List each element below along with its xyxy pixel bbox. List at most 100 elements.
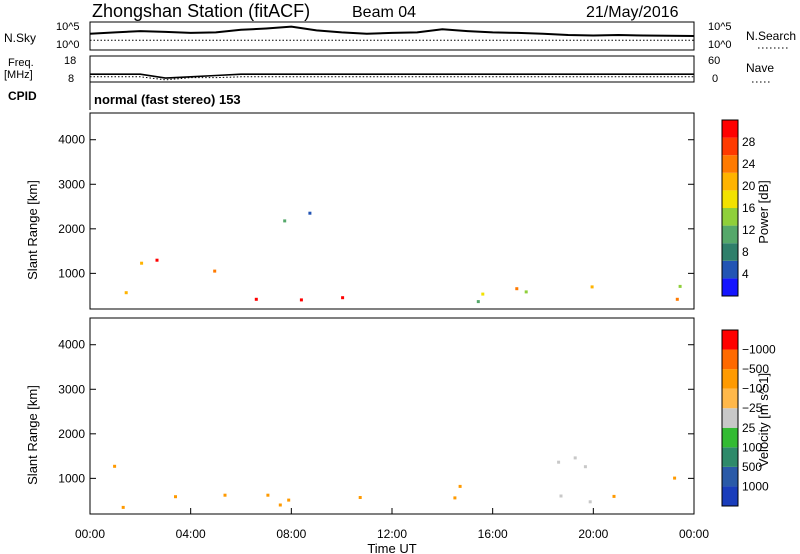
scatter-cell <box>559 494 563 498</box>
power-cbar-tick-label: 8 <box>742 245 749 259</box>
scatter-cell <box>453 496 457 500</box>
velocity-cbar-swatch <box>722 447 738 467</box>
nave-label: Nave <box>746 61 774 75</box>
power-cbar-tick-label: 28 <box>742 135 756 149</box>
freq-unit: [MHz] <box>4 69 33 81</box>
power-cbar-swatch <box>722 243 738 261</box>
scatter-cell <box>675 297 679 301</box>
velocity-y-label: Slant Range [km] <box>25 385 40 485</box>
velocity-cbar-tick-label: −100 <box>742 382 769 396</box>
scatter-cell <box>124 291 128 295</box>
nsky-line <box>89 25 695 38</box>
power-y-ticks: 1000 2000 3000 4000 <box>58 133 694 280</box>
freq-label: Freq. <box>8 57 34 69</box>
power-cbar-swatch <box>722 278 738 296</box>
x-tick-label: 20:00 <box>578 527 608 541</box>
freq-line <box>90 73 694 79</box>
velocity-cbar-frame <box>721 329 739 507</box>
power-cbar-swatch <box>722 120 738 138</box>
x-axis-label: Time UT <box>367 541 416 554</box>
scatter-cell <box>341 296 345 300</box>
scatter-cell <box>121 505 125 509</box>
beam-label: Beam 04 <box>352 4 416 21</box>
nave-line <box>90 76 694 81</box>
velocity-cbar-swatch <box>722 369 738 389</box>
x-tick-label: 00:00 <box>679 527 709 541</box>
scatter-cell <box>524 290 528 294</box>
scatter-cell <box>113 464 117 468</box>
scatter-cell <box>278 503 282 507</box>
velocity-cbar-swatch <box>722 388 738 409</box>
scatter-cell <box>573 456 577 460</box>
power-cbar-tick-label: 20 <box>742 179 756 193</box>
scatter-cell <box>678 284 682 288</box>
velocity-cbar-tick-label: 25 <box>742 421 756 435</box>
y-tick-label: 1000 <box>58 266 85 280</box>
cpid-text: normal (fast stereo) 153 <box>94 92 241 107</box>
power-cbar-swatch <box>722 208 738 226</box>
velocity-cbar-tick-label: −500 <box>742 362 769 376</box>
scatter-cell <box>308 211 312 215</box>
velocity-scatter <box>113 456 677 509</box>
scatter-cell <box>223 493 227 497</box>
sky-label: N.Sky <box>4 31 36 45</box>
nave-tick-top: 60 <box>708 55 720 67</box>
nave-tick-bottom: 0 <box>712 73 718 85</box>
y-tick-label: 4000 <box>58 133 85 147</box>
search-tick-top: 10^5 <box>708 21 732 33</box>
sky-series <box>89 25 695 41</box>
scatter-cell <box>299 298 303 302</box>
scatter-cell <box>476 300 480 304</box>
sky-tick-bottom: 10^0 <box>56 39 80 51</box>
sky-tick-top: 10^5 <box>56 21 80 33</box>
power-scatter <box>124 211 682 304</box>
velocity-panel: 1000 2000 3000 4000 00:00 04:00 08:00 12:00 16:… <box>25 317 776 554</box>
velocity-cbar-tick-label: −25 <box>742 401 763 415</box>
velocity-cbar-tick-label: 500 <box>742 460 762 474</box>
scatter-cell <box>213 269 217 273</box>
velocity-cbar-swatch <box>722 486 738 506</box>
search-label: N.Search <box>746 29 796 43</box>
scatter-cell <box>155 258 159 262</box>
power-cbar-swatch <box>722 172 738 191</box>
velocity-x-ticks: 00:00 04:00 08:00 12:00 16:00 20:00 00:00 <box>75 508 709 541</box>
power-cbar-tick-label: 12 <box>742 223 756 237</box>
velocity-cbar-label: Velocity [m s^-1] <box>756 373 771 467</box>
scatter-cell <box>612 494 616 498</box>
scatter-cell <box>590 285 594 289</box>
velocity-cbar-label-text: Velocity [m s^-1] <box>756 373 771 467</box>
scatter-cell <box>557 460 561 464</box>
power-cbar-frame <box>721 119 739 297</box>
x-tick-label: 04:00 <box>176 527 206 541</box>
velocity-cbar-swatch <box>722 427 738 448</box>
freq-tick-top: 18 <box>64 55 76 67</box>
x-tick-label: 16:00 <box>478 527 508 541</box>
y-tick-label: 2000 <box>58 427 85 441</box>
velocity-cbar-tick-label: 100 <box>742 440 762 454</box>
scatter-cell <box>588 500 592 504</box>
velocity-colorbar: 1000 500 100 25 −25 −100 −500 −1000 <box>721 329 776 507</box>
cpid-panel: CPID normal (fast stereo) 153 <box>8 82 241 110</box>
y-tick-label: 3000 <box>58 382 85 396</box>
x-tick-label: 12:00 <box>377 527 407 541</box>
scatter-cell <box>515 287 519 291</box>
scatter-cell <box>583 465 587 469</box>
sky-panel: N.Sky 10^5 10^0 10^5 10^0 N.Search <box>4 21 796 51</box>
velocity-cbar-tick-label: 1000 <box>742 479 769 493</box>
velocity-cbar-swatch <box>722 466 738 487</box>
scatter-cell <box>174 495 177 499</box>
power-cbar-label: Power [dB] <box>756 180 771 244</box>
power-cbar-tick-label: 16 <box>742 201 756 215</box>
power-cbar-swatch <box>722 225 738 244</box>
search-tick-bottom: 10^0 <box>708 39 732 51</box>
scatter-cell <box>287 498 291 502</box>
scatter-cell <box>283 219 287 223</box>
power-cbar-swatch <box>722 260 738 279</box>
cpid-label: CPID <box>8 89 37 103</box>
freq-series <box>90 73 694 81</box>
scatter-cell <box>481 292 485 296</box>
scatter-cell <box>458 484 462 488</box>
x-tick-label: 08:00 <box>276 527 306 541</box>
power-panel: 1000 2000 3000 4000 Slant Range [km] 4 8 12 16… <box>25 112 771 310</box>
